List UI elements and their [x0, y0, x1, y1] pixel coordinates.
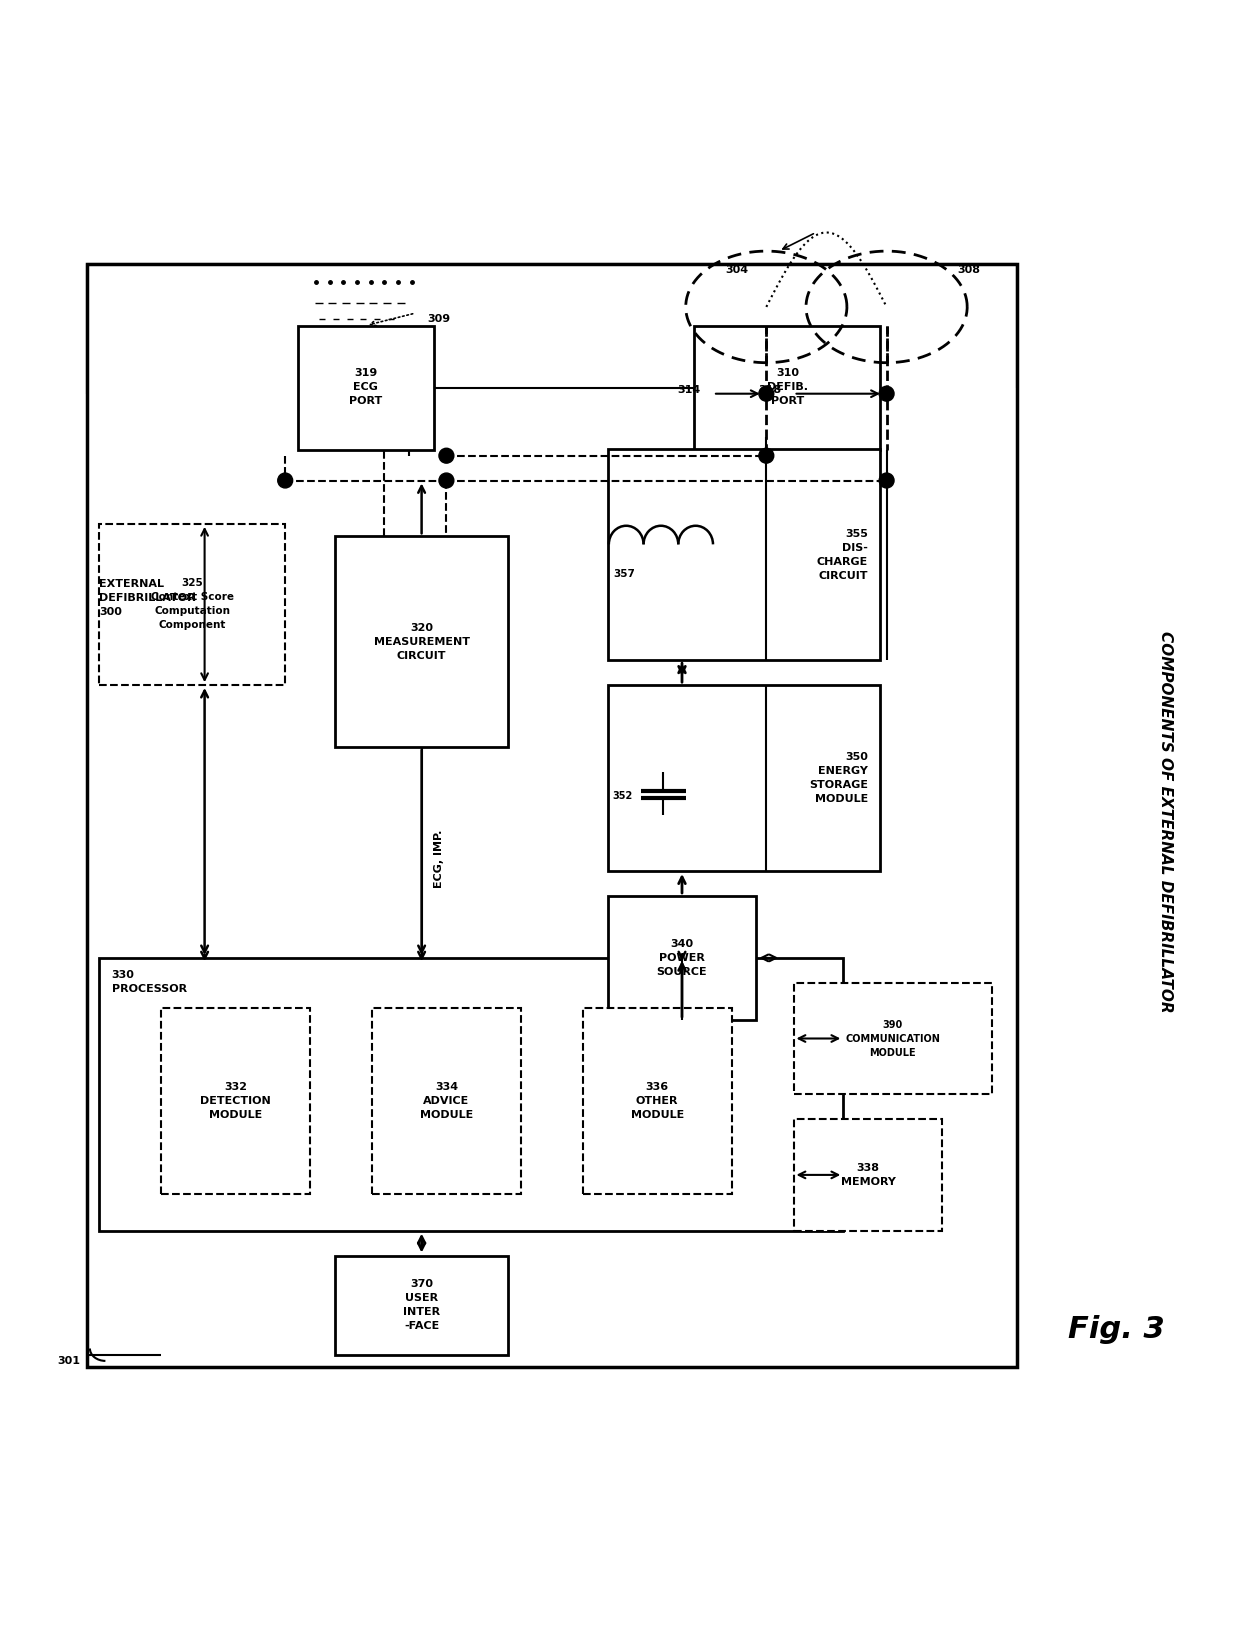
Circle shape — [879, 386, 894, 401]
Text: 325
Context Score
Computation
Component: 325 Context Score Computation Component — [151, 578, 233, 631]
Text: 340
POWER
SOURCE: 340 POWER SOURCE — [657, 938, 707, 978]
Bar — [298, 325, 434, 450]
Bar — [608, 450, 880, 660]
Bar — [87, 263, 1017, 1367]
Bar — [694, 325, 880, 450]
Text: 352: 352 — [613, 790, 632, 800]
Text: ECG, IMP.: ECG, IMP. — [434, 830, 444, 887]
Text: EXTERNAL
DEFIBRILLATOR
300: EXTERNAL DEFIBRILLATOR 300 — [99, 580, 196, 618]
Circle shape — [759, 449, 774, 463]
Text: 318: 318 — [758, 384, 781, 394]
Text: 332
DETECTION
MODULE: 332 DETECTION MODULE — [200, 1081, 272, 1119]
Text: 320
MEASUREMENT
CIRCUIT: 320 MEASUREMENT CIRCUIT — [373, 623, 470, 660]
Text: 390
COMMUNICATION
MODULE: 390 COMMUNICATION MODULE — [846, 1020, 940, 1058]
Text: 301: 301 — [57, 1355, 81, 1365]
Bar — [161, 1007, 310, 1193]
Text: 350
ENERGY
STORAGE
MODULE: 350 ENERGY STORAGE MODULE — [808, 752, 868, 803]
Bar — [583, 1007, 732, 1193]
Text: 338
MEMORY: 338 MEMORY — [841, 1163, 895, 1186]
Bar — [794, 983, 992, 1094]
Circle shape — [439, 473, 454, 488]
Circle shape — [278, 473, 293, 488]
Text: 308: 308 — [957, 265, 981, 274]
Bar — [372, 1007, 521, 1193]
Text: 370
USER
INTER
-FACE: 370 USER INTER -FACE — [403, 1280, 440, 1331]
Text: 310
DEFIB.
PORT: 310 DEFIB. PORT — [766, 368, 808, 406]
Circle shape — [759, 386, 774, 401]
Text: Fig. 3: Fig. 3 — [1068, 1316, 1164, 1344]
Bar — [335, 1255, 508, 1355]
Circle shape — [879, 473, 894, 488]
Bar — [335, 536, 508, 748]
Bar — [99, 958, 843, 1231]
Text: 336
OTHER
MODULE: 336 OTHER MODULE — [631, 1081, 683, 1119]
Text: 314: 314 — [677, 384, 701, 394]
Text: 334
ADVICE
MODULE: 334 ADVICE MODULE — [420, 1081, 472, 1119]
Text: 357: 357 — [614, 568, 636, 580]
Text: 304: 304 — [725, 265, 749, 274]
Bar — [608, 895, 756, 1020]
Text: COMPONENTS OF EXTERNAL DEFIBRILLATOR: COMPONENTS OF EXTERNAL DEFIBRILLATOR — [1158, 631, 1173, 1012]
Text: 319
ECG
PORT: 319 ECG PORT — [350, 368, 382, 406]
Circle shape — [439, 449, 454, 463]
Bar — [99, 524, 285, 685]
Text: 355
DIS-
CHARGE
CIRCUIT: 355 DIS- CHARGE CIRCUIT — [817, 529, 868, 582]
Text: 309: 309 — [428, 314, 451, 324]
Bar — [794, 1119, 942, 1231]
Bar — [608, 685, 880, 871]
Text: 330
PROCESSOR: 330 PROCESSOR — [112, 971, 187, 994]
